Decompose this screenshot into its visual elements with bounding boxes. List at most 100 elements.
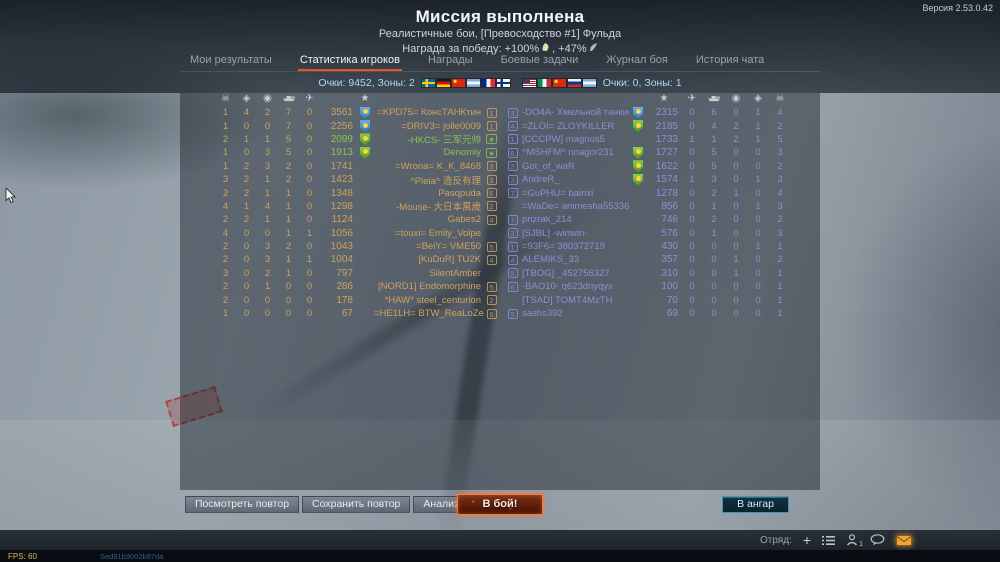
player-row[interactable]: 6 -BAO10- q623dnyqyx 100 0 0 0 0 1	[505, 280, 791, 293]
deaths-count: 1	[222, 308, 229, 320]
captures-count: 2	[243, 174, 250, 186]
player-row[interactable]: 7 prizrak_214 746 0 2 0 0 2	[505, 213, 791, 226]
player-name: [TBOG] _452756327	[522, 267, 610, 279]
score-value: 1574	[655, 174, 678, 186]
player-row[interactable]: =WaDe= animesha553366 856 0 1 0 1 3	[505, 200, 791, 213]
squad-number-chip: 5	[486, 281, 497, 292]
player-row[interactable]: 7 =GuPHU= bairixi 1278 0 2 1 0 4	[505, 186, 791, 199]
ground-kills-count: 2	[285, 241, 292, 253]
to-hangar-button[interactable]: В ангар	[722, 496, 789, 513]
score-value: 2315	[655, 107, 678, 119]
squad-number-chip: 6	[486, 188, 497, 199]
assists-count: 3	[264, 254, 271, 266]
ground-kills-count: 5	[711, 160, 717, 172]
tab-журнал-боя[interactable]: Журнал боя	[606, 54, 668, 66]
player-row[interactable]: 2 0 3 1 1 1004 [KuDuR] TU2K 4	[215, 253, 499, 266]
deaths-icon: ☠	[775, 92, 785, 104]
player-row[interactable]: 6 ^MSHFM^ nnagor231 1727 0 5 0 0 3	[505, 146, 791, 159]
assists-count: 1	[264, 133, 271, 145]
squad-invite-icon[interactable]: +	[802, 532, 811, 548]
squad-number-chip: 4	[486, 214, 497, 225]
ground-kills-count: 1	[285, 267, 292, 279]
tab-история-чата[interactable]: История чата	[695, 54, 765, 66]
ground-kills-icon	[278, 93, 299, 105]
flag-usa	[521, 77, 537, 88]
player-row[interactable]: 2 AndreR_ 1574 1 3 0 1 3	[505, 173, 791, 186]
mail-icon[interactable]	[896, 534, 912, 546]
deaths-count: 4	[777, 187, 783, 199]
deaths-count: 2	[777, 254, 783, 266]
player-row[interactable]: 1 0 3 5 0 1913 Denomiy ★	[215, 146, 499, 159]
player-row[interactable]: 4 1 4 1 0 1298 -Mouse- 大日本萬歳 2	[215, 200, 499, 213]
tab-divider	[180, 71, 820, 72]
player-row[interactable]: 1 [CCCPW] magnus5 1733 1 1 2 1 5	[505, 133, 791, 146]
player-row[interactable]: 2 0 0 0 0 178 *HAW* steel_centurion 2	[215, 293, 499, 306]
deaths-count: 2	[222, 133, 229, 145]
replay-button[interactable]: Сохранить повтор	[302, 496, 411, 513]
replay-button[interactable]: Посмотреть повтор	[185, 496, 300, 513]
player-row[interactable]: 5 [TBOG] _452756327 310 0 0 1 0 1	[505, 267, 791, 280]
clan-badge-green	[360, 133, 370, 146]
flag-sweden	[420, 77, 436, 88]
player-row[interactable]: 2 0 3 2 0 1043 =BeiY= VME50 5	[215, 240, 499, 253]
badge-face-icon	[635, 122, 641, 128]
player-row[interactable]: 1 =93F6= 380372719 430 0 0 0 1 1	[505, 240, 791, 253]
player-row[interactable]: 3 0 2 1 0 797 SilentAmber	[215, 267, 499, 280]
tab-мои-результаты[interactable]: Мои результаты	[190, 54, 272, 66]
player-row[interactable]: 3 2 1 2 0 1423 ^Pleia^ 造反有理 3	[215, 173, 499, 187]
captures-count: 0	[755, 254, 761, 266]
player-row[interactable]: 4 0 0 1 1 1056 =touxi= Emily_Volpe	[215, 227, 499, 240]
air-kills-count: 0	[306, 200, 313, 212]
player-row[interactable]: 1 4 2 7 0 3561 =KPD75= КонсТАНКтин 1	[215, 106, 499, 119]
captures-count: 1	[755, 241, 761, 253]
tab-боевые-задачи[interactable]: Боевые задачи	[500, 54, 579, 66]
player-row[interactable]: 5 sashs392 69 0 0 0 0 1	[505, 307, 791, 320]
flag-russia	[566, 77, 582, 88]
player-name: =WaDe= animesha553366	[522, 200, 629, 212]
score-value: 2185	[655, 120, 678, 132]
captures-count: 0	[243, 308, 250, 320]
squad-number-chip: 2	[507, 161, 518, 172]
badge-face-icon	[635, 176, 641, 182]
player-name: Denomiy	[443, 147, 482, 159]
air-kills-count: 0	[306, 147, 313, 159]
player-row[interactable]: 2 1 1 5 0 2099 -HKCS- 三军元帅 ★	[215, 133, 499, 146]
ground-kills-count: 5	[711, 147, 717, 159]
score-value: 746	[661, 214, 678, 226]
squad-number-chip: 5	[507, 268, 518, 279]
flag-argentina	[465, 77, 481, 88]
captures-count: 0	[755, 214, 761, 226]
player-row[interactable]: 1 0 0 0 0 67 =HE1LH= BTW_ReaLoZed 6	[215, 307, 499, 320]
tab-награды[interactable]: Награды	[427, 54, 473, 66]
deaths-count: 3	[222, 174, 229, 186]
clan-badge-green	[633, 120, 643, 133]
assists-count: 0	[264, 308, 271, 320]
player-row[interactable]: 2 0 1 0 0 286 [NORD1] Endomorphine 5	[215, 280, 499, 293]
player-row[interactable]: 2 Got_of_waR 1622 0 5 0 0 2	[505, 160, 791, 173]
player-row[interactable]: 3 [SJBL] -winwin- 576 0 1 0 0 3	[505, 227, 791, 240]
captures-count: 0	[243, 120, 250, 132]
clan-badge	[629, 160, 647, 173]
squad-number-chip: 7	[507, 188, 518, 199]
player-row[interactable]: 3 -DO4A- Хмельной танкист 2315 0 6 0 1 4	[505, 106, 791, 119]
deaths-count: 3	[777, 227, 783, 239]
player-row[interactable]: 2 2 1 1 0 1124 Gabes2 4	[215, 213, 499, 226]
player-row[interactable]: 1 0 0 7 0 2256 =DRIV3= jolle0009 1	[215, 119, 499, 133]
player-row[interactable]: [TSAD] TOMT4MzTH 70 0 0 0 0 1	[505, 293, 791, 306]
ground-kills-count: 5	[285, 133, 292, 145]
ground-kills-icon	[703, 93, 725, 105]
player-row[interactable]: 4 =ZLOI= ZLOYKILLER 2185 0 4 2 1 2	[505, 119, 791, 133]
player-row[interactable]: 1 2 3 2 0 1741 =Wrona= K_K_8468 3	[215, 160, 499, 173]
chat-icon[interactable]	[870, 534, 885, 546]
score-value: 1298	[330, 200, 353, 212]
player-row[interactable]: 4 ALEMIKS_33 357 0 0 1 0 2	[505, 253, 791, 266]
squad-number-chip: 1	[486, 107, 497, 118]
battle-log-icon[interactable]	[822, 535, 835, 546]
contacts-icon[interactable]: 1	[846, 534, 863, 548]
deaths-count: 3	[777, 174, 783, 186]
to-battle-button[interactable]: В бой!	[457, 494, 543, 515]
tab-статистика-игроков[interactable]: Статистика игроков	[297, 54, 402, 71]
deaths-count: 4	[222, 200, 229, 212]
player-row[interactable]: 2 2 1 1 0 1348 Pasqpuda 6	[215, 186, 499, 199]
